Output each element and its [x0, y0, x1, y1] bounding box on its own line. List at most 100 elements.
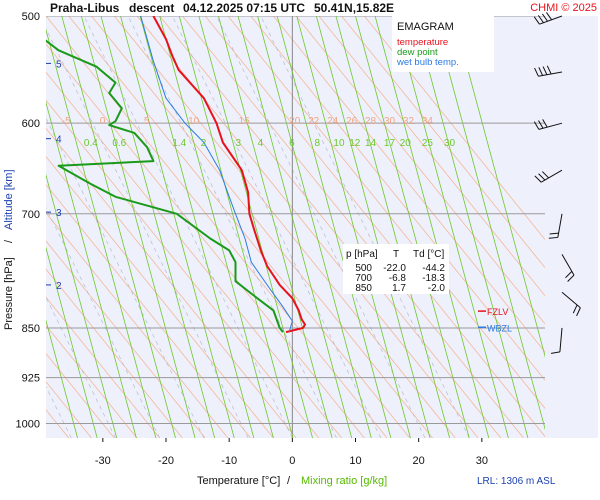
mixing-ratio-line: [433, 16, 545, 431]
mixing-ratio-line: [46, 319, 78, 438]
wind-panel-background: [545, 16, 598, 438]
table-header-td: Td [°C]: [413, 249, 444, 260]
x-axis-label-mixing-ratio: Mixing ratio [g/kg]: [301, 475, 387, 487]
dry-adiabat-line: [46, 99, 320, 438]
wind-barb-flag: [546, 12, 553, 21]
mixing-ratio-label: 10: [333, 138, 345, 149]
dry-adiabat-line: [341, 16, 545, 269]
dry-adiabat-line: [46, 184, 251, 438]
mixing-ratio-label: 0.4: [84, 138, 98, 149]
x-tick-label: 30: [476, 455, 488, 467]
mixing-ratio-line: [355, 16, 470, 438]
wind-barb-flag: [538, 120, 544, 129]
dry-adiabat-line: [46, 240, 206, 438]
wind-barb-flag: [567, 274, 575, 282]
altitude-tick-label: 4: [56, 135, 62, 146]
dry-adiabat-line: [159, 16, 502, 438]
dry-adiabat-line: [46, 268, 183, 438]
mixing-ratio-line: [139, 16, 255, 438]
table-header-t: T: [393, 249, 399, 260]
copyright: CHMI © 2025: [530, 2, 597, 14]
x-tick-label: 20: [413, 455, 425, 467]
wind-barb-flag: [534, 67, 539, 77]
legend-title: EMAGRAM: [397, 21, 454, 33]
adiabat-label: 10: [188, 116, 200, 127]
moist-adiabat-line: [46, 117, 205, 438]
mixing-ratio-line: [335, 16, 451, 438]
moist-adiabat-line: [172, 16, 382, 438]
dew-point-line: [46, 39, 284, 333]
header-station: Praha-Libus: [50, 1, 120, 15]
mixing-ratio-label: 12: [349, 138, 361, 149]
table-cell: 500: [355, 263, 372, 274]
adiabat-label: -5: [62, 116, 71, 127]
wind-barb-staff: [559, 327, 563, 352]
pressure-tick-label: 600: [22, 118, 40, 130]
mixing-ratio-line: [61, 16, 176, 438]
wind-barb-flag: [537, 15, 544, 24]
adiabat-label: 22: [308, 116, 320, 127]
mixing-ratio-line: [46, 246, 98, 438]
altitude-tick-label: 2: [56, 281, 62, 292]
y-axis-title: Pressure [hPa] / Altitude [km]: [3, 169, 15, 330]
dry-adiabat-line: [91, 16, 433, 438]
dry-adiabat-line: [182, 16, 524, 438]
mixing-ratio-label: 2: [201, 138, 207, 149]
dry-adiabat-line: [46, 71, 342, 438]
mixing-ratio-label: 4: [258, 138, 264, 149]
mixing-ratio-label: 20: [400, 138, 412, 149]
pressure-tick-label: 850: [22, 323, 40, 335]
x-tick-label: -20: [158, 455, 174, 467]
dry-adiabat-line: [250, 16, 545, 381]
dry-adiabat-line: [227, 16, 545, 409]
x-tick-label: 10: [349, 455, 361, 467]
pressure-tick-label: 1000: [16, 418, 40, 430]
wind-barb-flag: [542, 66, 548, 75]
wind-barb-flag: [533, 16, 540, 25]
mixing-ratio-line: [46, 28, 157, 438]
wind-barb-flag: [538, 173, 546, 181]
wind-barb-flag: [548, 236, 558, 239]
wind-barb-flag: [576, 307, 581, 317]
mixing-ratio-label: 14: [365, 138, 377, 149]
profile-layer: [46, 16, 306, 334]
header-coords: 50.41N,15.82E: [314, 1, 394, 15]
moist-adiabat-line: [46, 27, 249, 438]
wind-barbs: [533, 12, 581, 354]
x-tick-label: -30: [95, 455, 111, 467]
table-cell: -6.8: [389, 273, 407, 284]
adiabat-label: 15: [239, 116, 251, 127]
dry-adiabat-line: [46, 324, 138, 438]
header-sounding-type: descent: [129, 1, 174, 15]
mixing-ratio-line: [237, 16, 353, 438]
temperature-line: [152, 16, 306, 334]
x-tick-label: 0: [289, 455, 295, 467]
table-cell: -22.0: [383, 263, 406, 274]
legend-temperature: temperature: [397, 37, 448, 48]
mixing-ratio-line: [46, 101, 137, 438]
mixing-ratio-line: [120, 16, 235, 438]
adiabat-label: 0: [100, 116, 106, 127]
y-axis-label-separator: /: [3, 239, 15, 243]
pressure-tick-label: 700: [22, 209, 40, 221]
adiabat-label: 34: [422, 116, 434, 127]
mixing-ratio-label: 17: [384, 138, 396, 149]
mixing-ratio-line: [218, 16, 333, 438]
dry-adiabat-line: [68, 16, 411, 438]
adiabat-label: 30: [384, 116, 396, 127]
moist-adiabat-line: [216, 16, 426, 438]
dry-adiabat-line: [318, 16, 545, 297]
mixing-ratio-line: [257, 16, 372, 438]
mixing-ratio-label: 8: [314, 138, 320, 149]
x-tick-label: -10: [221, 455, 237, 467]
mixing-ratio-line: [453, 16, 545, 358]
dry-adiabat-line: [364, 16, 545, 241]
data-table-box: [343, 244, 449, 294]
y-axis-label-altitude: Altitude [km]: [3, 169, 15, 230]
mixing-ratio-line: [296, 16, 411, 438]
pressure-tick-label: 500: [22, 11, 40, 23]
mixing-ratio-line: [198, 16, 313, 438]
mixing-ratio-label: 6: [289, 138, 295, 149]
lrl-label: LRL: 1306 m ASL: [477, 476, 556, 487]
